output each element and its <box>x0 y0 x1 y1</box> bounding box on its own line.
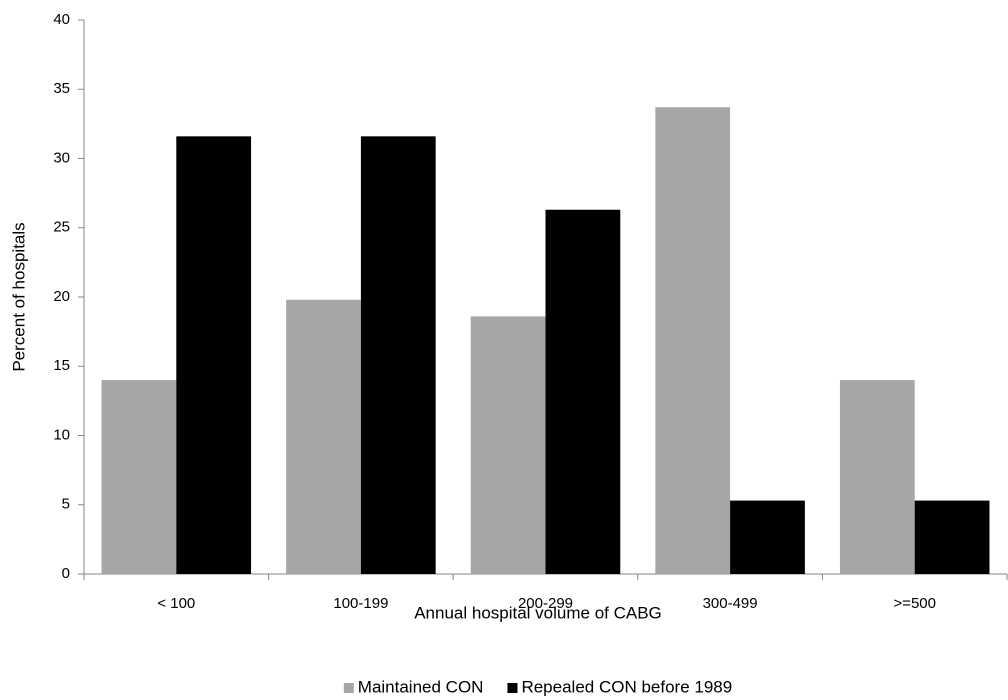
legend-swatch <box>343 683 354 693</box>
bar <box>914 500 990 574</box>
legend-label: Repealed CON before 1989 <box>521 677 732 696</box>
y-tick-label: 35 <box>53 80 70 97</box>
bar <box>730 500 805 574</box>
x-tick-label: >=500 <box>893 595 936 612</box>
y-tick-label: 5 <box>62 496 70 513</box>
bar <box>470 316 546 574</box>
y-tick-label: 25 <box>53 219 70 236</box>
bar <box>545 209 621 574</box>
bar <box>176 136 252 574</box>
x-tick-label: 100-199 <box>333 595 388 612</box>
bar <box>839 380 915 574</box>
y-tick-label: 0 <box>62 565 70 582</box>
x-tick-label: 300-499 <box>703 595 758 612</box>
y-axis-title: Percent of hospitals <box>9 222 28 371</box>
y-tick-label: 15 <box>53 357 70 374</box>
legend-swatch <box>507 683 518 693</box>
x-tick-label: 200-299 <box>518 595 573 612</box>
x-axis-title: Annual hospital volume of CABG <box>414 603 662 622</box>
bar <box>101 380 177 574</box>
x-tick-label: < 100 <box>157 595 195 612</box>
bar <box>286 299 361 574</box>
legend-label: Maintained CON <box>358 677 484 696</box>
y-tick-label: 10 <box>53 426 70 443</box>
y-tick-label: 40 <box>53 11 70 28</box>
bar <box>360 136 436 574</box>
y-tick-label: 30 <box>53 149 70 166</box>
y-tick-label: 20 <box>53 288 70 305</box>
bar <box>655 107 731 574</box>
